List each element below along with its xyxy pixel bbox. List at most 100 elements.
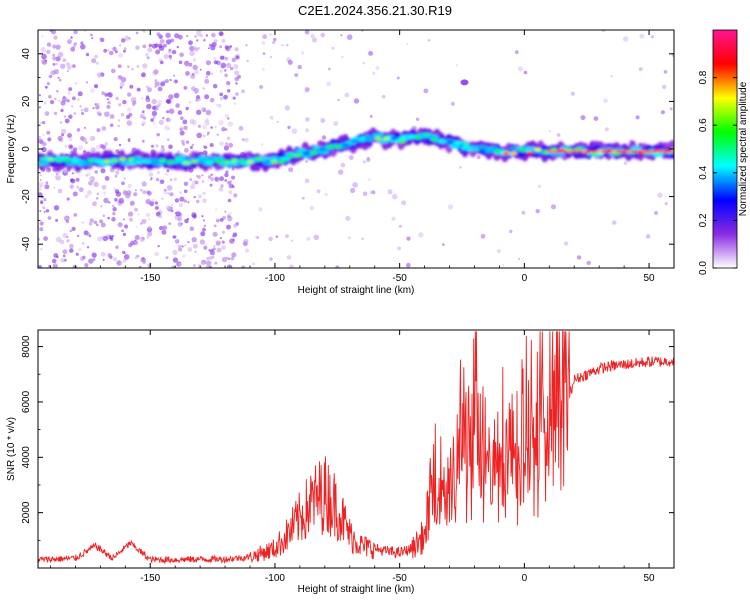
noise-speckle: [115, 245, 119, 249]
noise-speckle: [74, 82, 78, 85]
noise-speckle: [138, 265, 142, 268]
noise-speckle: [166, 169, 170, 173]
noise-speckle: [45, 167, 52, 173]
noise-speckle: [156, 204, 159, 207]
noise-speckle: [224, 179, 228, 182]
noise-speckle: [47, 137, 52, 142]
noise-speckle: [170, 204, 174, 207]
noise-speckle: [201, 215, 204, 218]
noise-speckle: [92, 107, 95, 110]
noise-speckle: [42, 141, 47, 147]
noise-speckle: [147, 47, 153, 53]
band-hotspot: [270, 160, 278, 164]
noise-speckle: [64, 118, 70, 124]
noise-speckle: [213, 57, 217, 61]
noise-speckle: [70, 46, 76, 52]
noise-speckle: [142, 63, 148, 69]
band-hotspot: [414, 135, 422, 140]
noise-speckle: [86, 190, 92, 196]
noise-speckle: [316, 189, 321, 194]
noise-speckle: [91, 37, 94, 39]
noise-speckle: [63, 115, 66, 118]
noise-speckle: [188, 40, 193, 46]
noise-speckle: [121, 229, 124, 233]
noise-speckle: [54, 97, 57, 100]
noise-speckle: [233, 193, 238, 198]
noise-speckle: [119, 86, 123, 89]
band-hotspot: [462, 142, 470, 147]
noise-speckle: [209, 255, 214, 260]
noise-speckle: [305, 160, 308, 163]
noise-speckle: [81, 221, 85, 224]
band-hotspot: [127, 157, 135, 162]
band-hotspot: [159, 158, 167, 162]
noise-speckle: [167, 118, 172, 122]
noise-speckle: [140, 222, 143, 225]
noise-speckle: [212, 247, 216, 251]
noise-speckle: [156, 133, 160, 137]
noise-speckle: [340, 162, 346, 168]
noise-speckle: [112, 212, 116, 216]
spectrogram-y-axis: -40 -20 0 20 40: [21, 29, 674, 269]
noise-speckle: [46, 130, 51, 135]
noise-speckle: [203, 145, 208, 149]
band-hotspot: [239, 159, 246, 163]
band-cell: [372, 133, 384, 137]
noise-speckle: [149, 201, 155, 207]
noise-speckle: [100, 168, 106, 174]
noise-speckle: [168, 144, 173, 150]
noise-speckle: [213, 39, 218, 43]
noise-speckle: [55, 62, 58, 66]
noise-speckle: [147, 87, 152, 93]
noise-speckle: [210, 126, 213, 129]
noise-speckle: [166, 98, 172, 105]
noise-speckle: [107, 100, 111, 105]
noise-speckle: [82, 255, 86, 259]
noise-speckle: [53, 69, 59, 75]
noise-speckle: [244, 138, 249, 143]
noise-speckle: [158, 119, 164, 125]
noise-speckle: [347, 236, 351, 240]
noise-speckle: [221, 245, 226, 251]
noise-speckle: [206, 260, 212, 266]
noise-speckle: [203, 39, 206, 42]
band-hotspot: [334, 144, 342, 149]
noise-speckle: [107, 92, 113, 98]
noise-speckle: [622, 36, 629, 42]
noise-speckle: [164, 79, 169, 84]
noise-speckle: [169, 207, 173, 211]
noise-speckle: [227, 117, 230, 120]
noise-speckle: [84, 263, 89, 268]
noise-speckle: [230, 256, 235, 261]
noise-speckle: [320, 118, 326, 123]
noise-speckle: [245, 44, 248, 47]
noise-speckle: [179, 52, 184, 58]
noise-speckle: [56, 90, 59, 93]
noise-speckle: [184, 148, 189, 153]
x-tick-label: -50: [392, 273, 407, 284]
band-tail: [561, 150, 568, 153]
noise-speckle: [111, 234, 115, 238]
noise-speckle: [228, 211, 232, 215]
x-tick-label: 50: [643, 573, 655, 584]
noise-speckle: [117, 119, 121, 122]
noise-speckle: [225, 128, 228, 131]
noise-speckle: [55, 44, 61, 50]
noise-speckle: [72, 64, 76, 68]
noise-speckle: [170, 38, 175, 43]
noise-speckle: [163, 188, 167, 192]
noise-speckle: [52, 53, 56, 57]
noise-speckle: [214, 176, 219, 181]
y-tick-label: 2000: [21, 501, 32, 524]
noise-speckle: [260, 143, 264, 147]
noise-speckle: [156, 206, 159, 210]
noise-speckle: [136, 254, 140, 258]
noise-speckle: [185, 140, 190, 144]
noise-speckle: [79, 105, 82, 108]
noise-speckle: [269, 257, 273, 261]
noise-speckle: [171, 49, 177, 55]
noise-speckle: [123, 177, 126, 180]
noise-speckle: [570, 91, 575, 96]
noise-speckle: [57, 76, 60, 79]
noise-speckle: [215, 218, 220, 223]
